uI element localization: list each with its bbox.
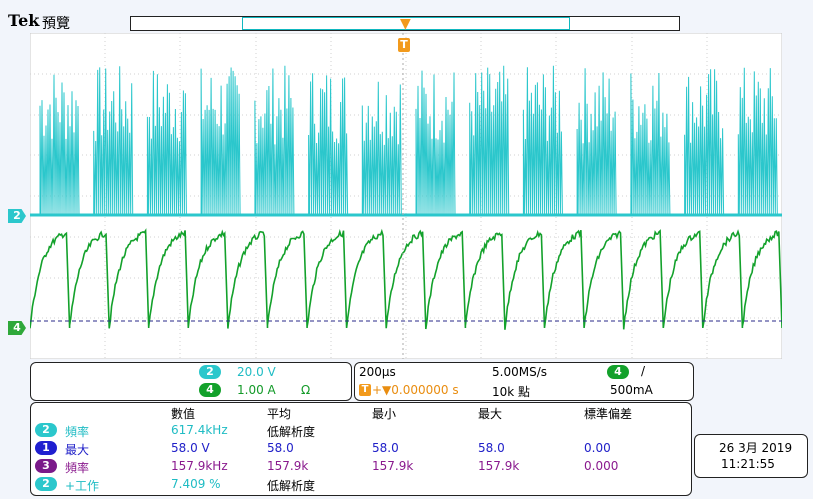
record-overview-bar[interactable] <box>130 16 680 31</box>
status-bar: Tek 預覽 ▼ <box>0 0 813 34</box>
header-min: 最小 <box>372 407 397 421</box>
trigger-position-icon: T <box>359 384 371 396</box>
row4-mean: 低解析度 <box>267 479 316 493</box>
row3-name: 頻率 <box>65 461 90 475</box>
record-view-window[interactable] <box>242 17 570 30</box>
row2-max: 58.0 <box>478 441 505 455</box>
header-value: 數值 <box>171 407 196 421</box>
measurements-panel[interactable]: 數值 平均 最小 最大 標準偏差 2 頻率 617.4kHz 低解析度 1 最大… <box>30 402 692 496</box>
datetime-panel: 26 3月 2019 11:21:55 <box>694 434 808 478</box>
channel-4-badge: 4 <box>199 383 221 397</box>
channel-4-waveform <box>30 228 782 330</box>
header-max: 最大 <box>478 407 503 421</box>
row3-channel-badge: 3 <box>35 459 57 473</box>
record-length: 10k 點 <box>492 385 531 399</box>
row3-max: 157.9k <box>478 459 520 473</box>
row3-mean: 157.9k <box>267 459 309 473</box>
row2-name: 最大 <box>65 443 90 457</box>
trigger-position: +▼0.000000 s <box>372 383 459 397</box>
trigger-level: 500mA <box>610 383 653 397</box>
row4-value: 7.409 % <box>171 477 221 491</box>
horizontal-trigger-panel[interactable]: 200μs 5.00MS/s 4 / T +▼0.000000 s 10k 點 … <box>354 362 694 401</box>
channel-2-marker[interactable]: 2 <box>8 209 26 223</box>
channel-4-termination-icon: Ω <box>301 383 311 397</box>
graticule <box>30 33 782 359</box>
acquisition-mode: 預覽 <box>42 16 70 32</box>
row3-value: 157.9kHz <box>171 459 228 473</box>
trigger-slope-icon: / <box>641 364 646 378</box>
channel-4-trace <box>30 228 782 330</box>
row3-std: 0.000 <box>584 459 619 473</box>
row2-std: 0.00 <box>584 441 611 455</box>
row1-channel-badge: 2 <box>35 423 57 437</box>
row1-name: 頻率 <box>65 425 90 439</box>
channel-2-trace <box>30 65 782 217</box>
time-per-division: 200μs <box>359 365 396 379</box>
trigger-position-marker[interactable]: T <box>398 38 410 52</box>
channel-2-badge: 2 <box>199 365 221 379</box>
channel-4-marker[interactable]: 4 <box>8 321 26 335</box>
row4-name: +工作 <box>65 479 100 493</box>
channel-2-scale: 20.0 V <box>237 365 276 379</box>
row2-mean: 58.0 <box>267 441 294 455</box>
channel-settings-panel[interactable]: 2 20.0 V 4 1.00 A Ω <box>30 362 352 401</box>
sample-rate: 5.00MS/s <box>492 365 547 379</box>
row2-min: 58.0 <box>372 441 399 455</box>
time: 11:21:55 <box>721 457 775 471</box>
trigger-position-arrow-icon: ▼ <box>400 16 411 32</box>
channel-4-scale: 1.00 A <box>237 383 276 397</box>
date: 26 3月 2019 <box>719 441 793 455</box>
row1-mean: 低解析度 <box>267 425 316 439</box>
header-mean: 平均 <box>267 407 292 421</box>
brand-logo: Tek <box>8 11 40 30</box>
row1-value: 617.4kHz <box>171 423 228 437</box>
waveform-display[interactable] <box>30 33 782 359</box>
trigger-source-badge: 4 <box>607 365 629 379</box>
row2-value: 58.0 V <box>171 441 210 455</box>
header-std: 標準偏差 <box>584 407 633 421</box>
row2-channel-badge: 1 <box>35 441 57 455</box>
row3-min: 157.9k <box>372 459 414 473</box>
row4-channel-badge: 2 <box>35 477 57 491</box>
